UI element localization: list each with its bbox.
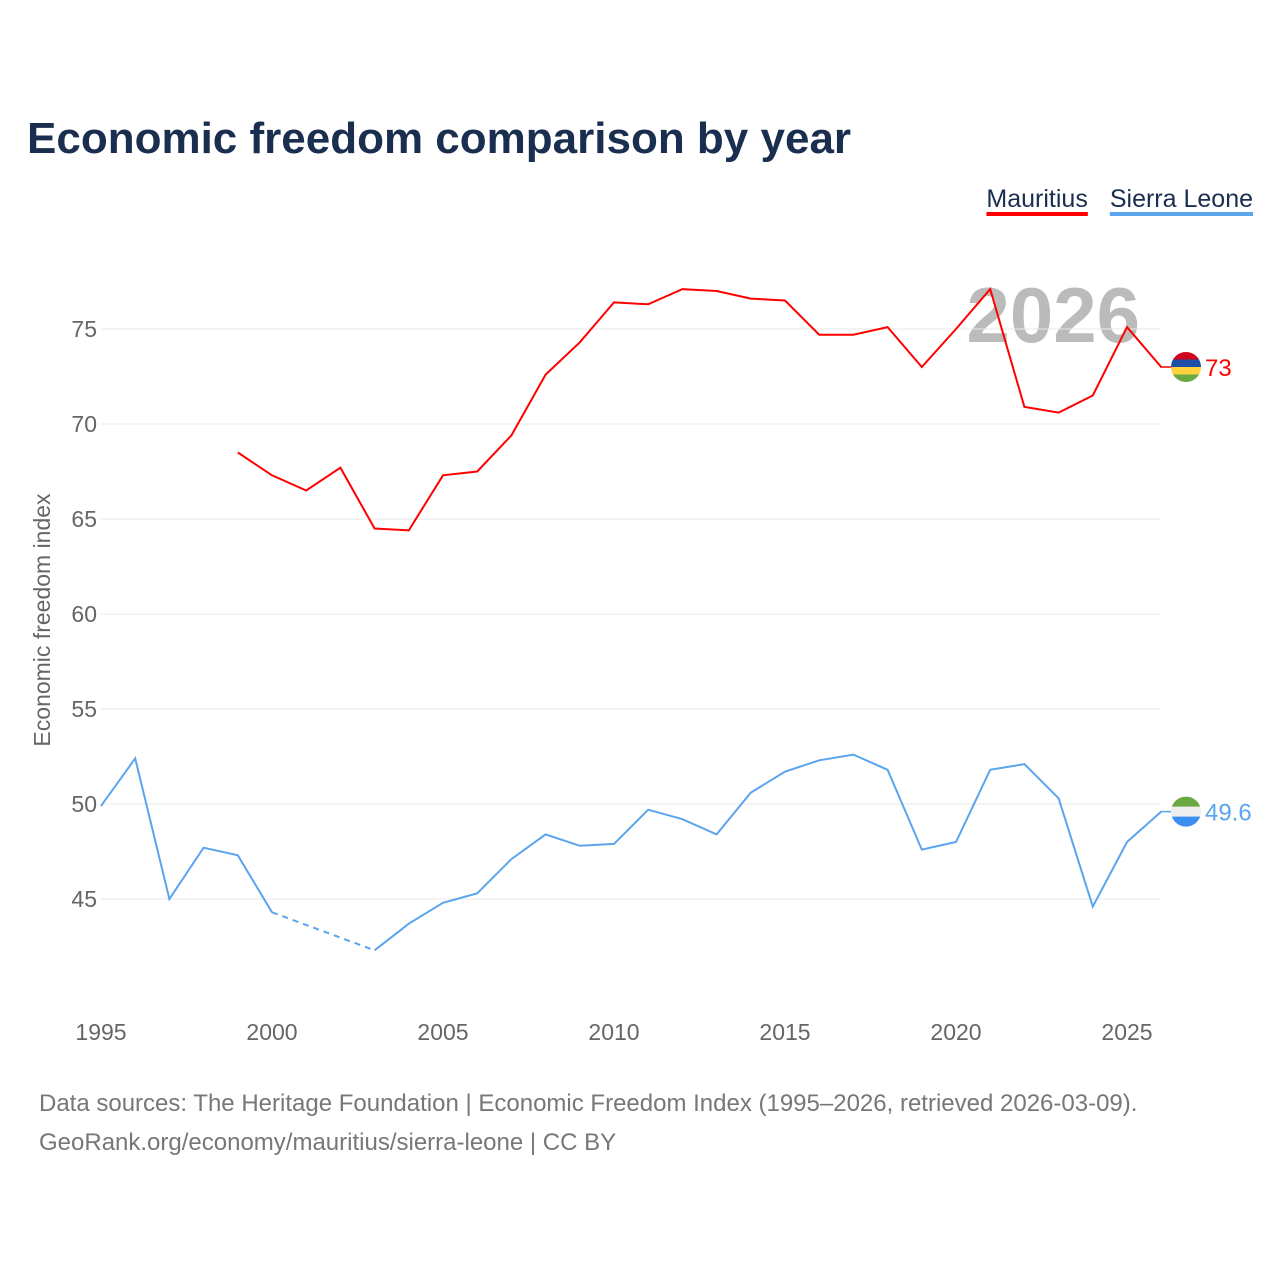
x-tick-label: 2010 (588, 1019, 639, 1045)
data-point (817, 333, 821, 337)
legend-swatch (986, 212, 1088, 216)
data-point (680, 817, 684, 821)
data-point (167, 897, 171, 901)
data-point (1022, 762, 1026, 766)
data-point (715, 289, 719, 293)
data-point (475, 891, 479, 895)
x-tick-label: 2000 (246, 1019, 297, 1045)
y-tick-label: 70 (71, 411, 97, 437)
data-point (1057, 411, 1061, 415)
data-point (338, 466, 342, 470)
data-point (612, 300, 616, 304)
footer-link[interactable]: GeoRank.org/economy/mauritius/sierra-leo… (39, 1129, 616, 1156)
data-point (1022, 405, 1026, 409)
data-point (133, 756, 137, 760)
data-point (1091, 394, 1095, 398)
data-point (817, 758, 821, 762)
data-point (749, 297, 753, 301)
x-tick-label: 2025 (1101, 1019, 1152, 1045)
y-tick-label: 50 (71, 791, 97, 817)
flag-icon-sierra-leone (1171, 796, 1201, 827)
data-point (509, 857, 513, 861)
data-point (646, 808, 650, 812)
data-point (1125, 840, 1129, 844)
data-point (851, 333, 855, 337)
data-point (715, 832, 719, 836)
x-tick-label: 2015 (759, 1019, 810, 1045)
year-watermark: 2026 (966, 271, 1140, 359)
data-point (954, 840, 958, 844)
data-point (920, 848, 924, 852)
data-point (304, 489, 308, 493)
series-line-sierra-leone (373, 753, 1162, 952)
y-tick-label: 75 (71, 316, 97, 342)
data-point (1091, 905, 1095, 909)
data-point (1125, 325, 1129, 329)
footer-source: Data sources: The Heritage Foundation | … (39, 1090, 1137, 1117)
end-value-label: 49.6 (1205, 800, 1252, 827)
data-point (509, 433, 513, 437)
missing-data-line (271, 911, 375, 952)
data-point (373, 948, 377, 952)
data-point (578, 844, 582, 848)
data-point (749, 791, 753, 795)
data-point (270, 473, 274, 477)
data-point (988, 287, 992, 291)
data-point (988, 768, 992, 772)
data-point (475, 470, 479, 474)
data-point (202, 846, 206, 850)
end-value-label: 73 (1205, 355, 1232, 382)
data-point (99, 804, 103, 808)
x-tick-label: 2020 (930, 1019, 981, 1045)
data-point (236, 853, 240, 857)
data-point (407, 528, 411, 532)
data-point (373, 527, 377, 531)
x-tick-label: 1995 (75, 1019, 126, 1045)
data-point (544, 832, 548, 836)
y-tick-label: 55 (71, 696, 97, 722)
data-point (783, 770, 787, 774)
data-point (612, 842, 616, 846)
data-point (680, 287, 684, 291)
data-point (407, 922, 411, 926)
x-tick-label: 2005 (417, 1019, 468, 1045)
y-axis-label: Economic freedom index (29, 493, 55, 747)
y-tick-label: 60 (71, 601, 97, 627)
chart-title: Economic freedom comparison by year (27, 114, 851, 163)
data-point (954, 327, 958, 331)
data-point (886, 768, 890, 772)
data-point (441, 901, 445, 905)
data-point (851, 753, 855, 757)
series-line-sierra-leone (100, 756, 273, 913)
series-line-mauritius (237, 287, 1162, 532)
legend-swatch (1109, 212, 1253, 216)
data-point (236, 451, 240, 455)
data-point (544, 373, 548, 377)
y-tick-label: 45 (71, 886, 97, 912)
flag-icon-mauritius (1171, 352, 1201, 382)
data-point (270, 910, 274, 914)
data-point (783, 299, 787, 303)
data-point (578, 340, 582, 344)
data-point (886, 325, 890, 329)
data-point (646, 302, 650, 306)
data-point (920, 365, 924, 369)
y-tick-label: 65 (71, 506, 97, 532)
legend-item-mauritius[interactable]: Mauritius (986, 185, 1087, 213)
legend-item-sierra-leone[interactable]: Sierra Leone (1110, 185, 1253, 213)
data-point (441, 473, 445, 477)
data-point (1057, 796, 1061, 800)
